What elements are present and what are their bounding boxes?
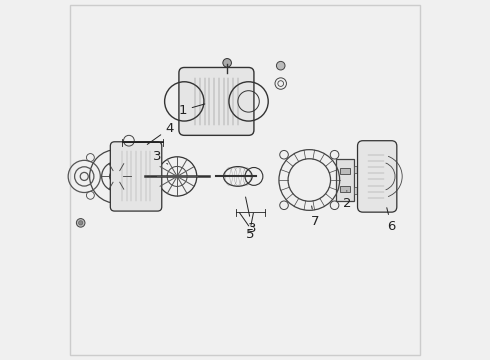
Text: 5: 5: [246, 228, 255, 241]
Bar: [354, 166, 361, 173]
Circle shape: [78, 221, 83, 225]
Text: 3: 3: [245, 197, 256, 235]
Circle shape: [276, 62, 285, 70]
Text: 4: 4: [147, 122, 174, 144]
Circle shape: [223, 59, 231, 67]
Text: 3: 3: [153, 150, 168, 164]
Bar: [336, 158, 354, 202]
Text: 2: 2: [343, 191, 351, 210]
Bar: [354, 187, 361, 194]
Bar: [340, 186, 350, 192]
Text: 7: 7: [310, 206, 319, 228]
FancyBboxPatch shape: [110, 142, 162, 211]
Circle shape: [76, 219, 85, 227]
Bar: [340, 168, 350, 174]
Text: 6: 6: [387, 208, 395, 233]
FancyBboxPatch shape: [358, 141, 397, 212]
FancyBboxPatch shape: [179, 67, 254, 135]
Text: 1: 1: [178, 104, 205, 117]
